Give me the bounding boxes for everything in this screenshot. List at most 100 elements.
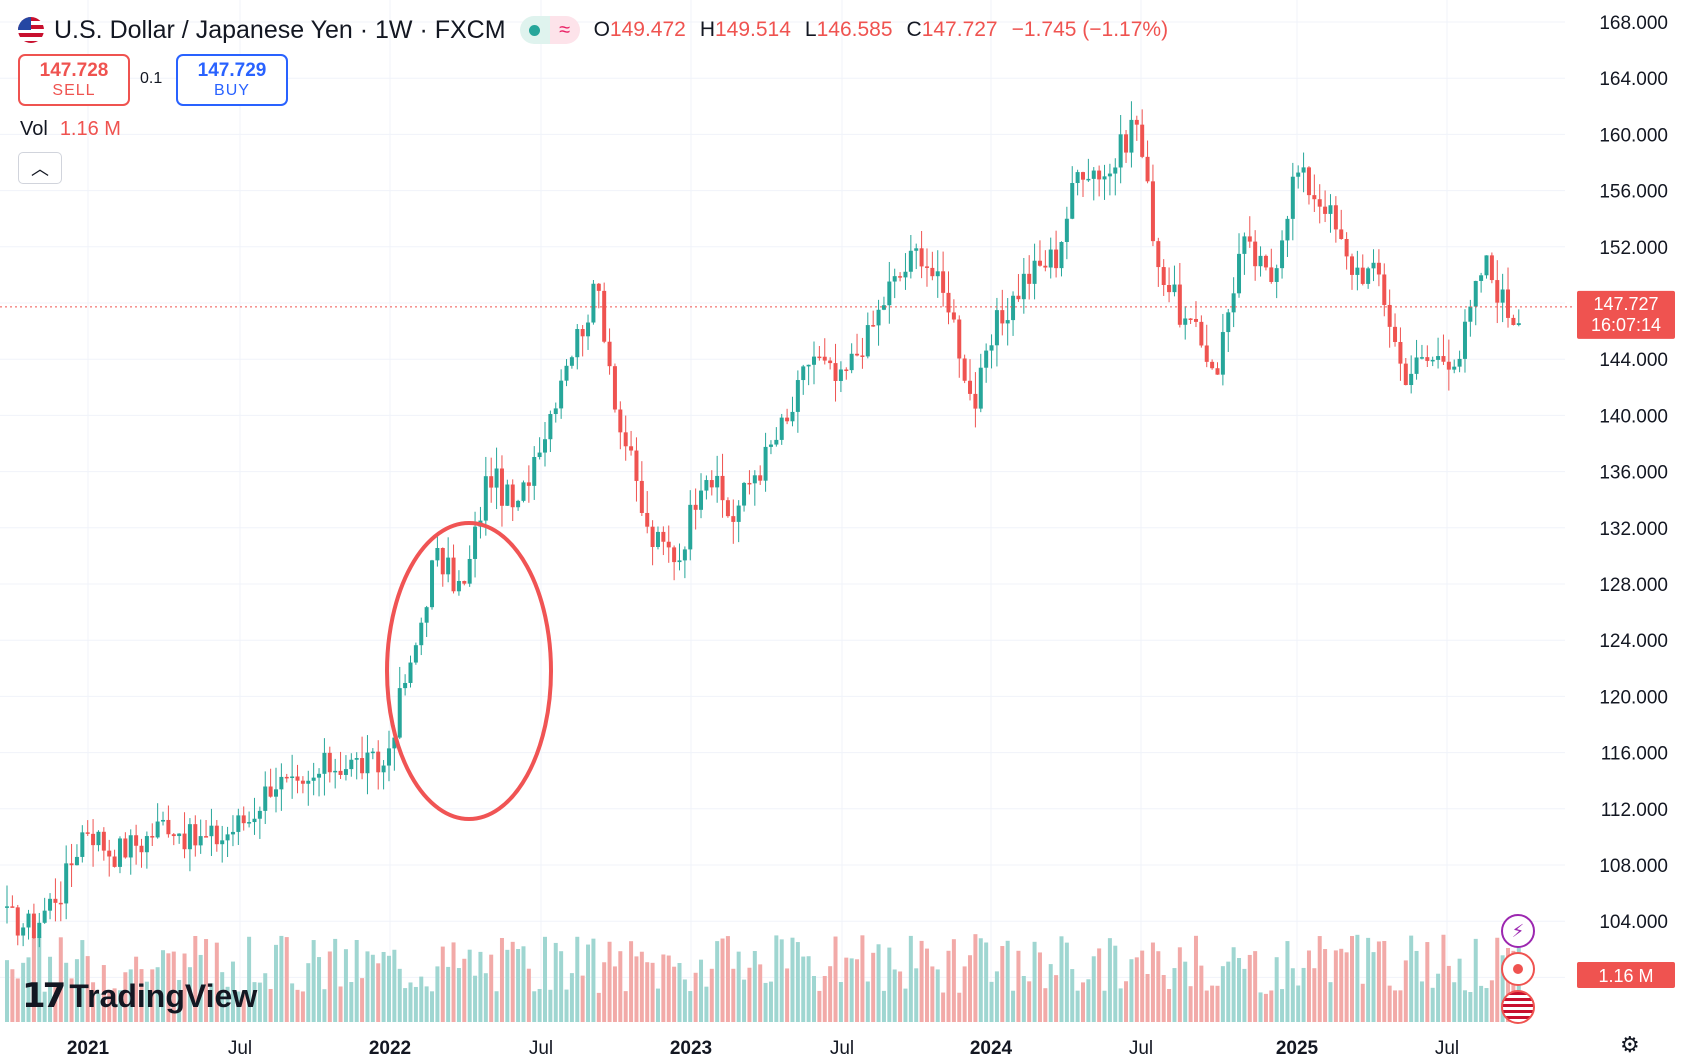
volume-bar	[1350, 936, 1354, 1022]
volume-bar	[521, 946, 526, 1022]
candle-body	[1290, 176, 1295, 219]
volume-bar	[1140, 950, 1145, 1022]
symbol-header: U.S. Dollar / Japanese Yen · 1W · FXCM ≈…	[18, 14, 1168, 46]
volume-bar	[1355, 934, 1360, 1022]
volume-bar	[1021, 975, 1026, 1022]
volume-bar	[177, 979, 182, 1022]
volume-bar	[117, 990, 122, 1022]
volume-bar	[1484, 988, 1489, 1022]
candle-body	[473, 526, 478, 559]
volume-bar	[629, 941, 634, 1022]
volume-bar	[37, 936, 42, 1022]
volume-bar	[230, 961, 235, 1022]
volume-bar	[397, 968, 402, 1022]
volume-bar	[96, 993, 101, 1022]
volume-bar	[155, 967, 160, 1022]
volume-bar	[1457, 958, 1462, 1022]
record-icon[interactable]	[1501, 952, 1535, 986]
candle-body	[860, 355, 865, 357]
volume-bar	[1199, 965, 1204, 1022]
volume-bar	[984, 942, 989, 1022]
candle-body	[451, 557, 456, 592]
volume-bar	[1064, 942, 1069, 1022]
candle-body	[892, 276, 897, 282]
candle-body	[1258, 255, 1263, 267]
sell-button[interactable]: 147.728 SELL	[18, 54, 130, 106]
volume-bar	[107, 991, 112, 1022]
volume-bar	[828, 966, 833, 1022]
candle-body	[204, 836, 209, 838]
candle-body	[193, 824, 198, 846]
price-tick-label: 108.000	[1599, 856, 1668, 877]
candle-body	[413, 645, 418, 663]
volume-bar	[1344, 952, 1349, 1022]
volume-legend[interactable]: Vol 1.16 M	[20, 118, 121, 141]
candle-body	[1489, 255, 1494, 281]
candle-body	[903, 271, 908, 278]
candle-body	[758, 475, 763, 481]
volume-bar	[333, 938, 338, 1022]
volume-bar	[1419, 981, 1424, 1022]
volume-bar	[742, 979, 747, 1022]
volume-bar	[462, 958, 467, 1022]
price-tick-label: 116.000	[1601, 744, 1668, 765]
collapse-button[interactable]: ︿	[18, 152, 62, 184]
volume-label: Vol	[20, 118, 48, 140]
volume-bar	[795, 942, 800, 1022]
candle-body	[177, 833, 182, 837]
candle-body	[962, 358, 967, 381]
candle-body	[779, 417, 784, 440]
candle-body	[430, 560, 435, 608]
candle-body	[1156, 241, 1161, 268]
candle-body	[941, 271, 946, 293]
volume-bar	[1430, 987, 1435, 1022]
us-flag-icon[interactable]	[1501, 990, 1535, 1024]
volume-bar	[386, 955, 391, 1022]
volume-bar	[1043, 988, 1048, 1022]
candle-body	[284, 776, 289, 779]
candle-body	[376, 751, 381, 773]
candle-body	[580, 329, 585, 337]
settings-icon[interactable]: ⚙	[1620, 1032, 1640, 1057]
sell-label: SELL	[52, 82, 96, 99]
lightning-icon[interactable]: ⚡	[1501, 914, 1535, 948]
volume-bar	[467, 949, 472, 1022]
price-tick-label: 132.000	[1599, 519, 1668, 540]
volume-bar	[973, 934, 978, 1022]
volume-bar	[413, 986, 418, 1022]
volume-bar	[166, 953, 171, 1022]
volume-bar	[1000, 946, 1005, 1022]
candle-body	[1107, 173, 1112, 177]
candle-body	[951, 312, 956, 320]
symbol-title[interactable]: U.S. Dollar / Japanese Yen · 1W · FXCM	[54, 15, 506, 44]
buy-button[interactable]: 147.729 BUY	[176, 54, 288, 106]
candle-body	[1011, 295, 1016, 321]
candle-body	[462, 580, 467, 584]
candle-body	[64, 863, 69, 904]
volume-bar	[284, 937, 289, 1022]
candle-body	[1333, 205, 1338, 230]
volume-bar	[951, 939, 956, 1022]
price-tick-label: 128.000	[1599, 575, 1668, 596]
candle-body	[822, 356, 827, 361]
volume-bar	[85, 956, 90, 1022]
volume-bar	[688, 991, 693, 1022]
candle-body	[957, 319, 962, 359]
buy-price: 147.729	[197, 60, 267, 81]
candle-body	[1371, 262, 1376, 269]
candle-body	[91, 833, 96, 846]
volume-bar	[1193, 935, 1198, 1022]
candle-body	[424, 607, 429, 623]
volume-bar	[161, 950, 166, 1022]
candle-body	[1005, 320, 1010, 324]
market-status[interactable]: ≈	[519, 16, 580, 44]
tradingview-logo[interactable]: 𝟭𝟳 TradingView	[22, 976, 257, 1016]
candle-body	[1210, 361, 1215, 369]
volume-bar	[919, 940, 924, 1022]
open-value: 149.472	[609, 18, 686, 41]
candle-body	[1048, 249, 1053, 268]
candle-body	[731, 516, 736, 522]
candle-body	[1059, 242, 1064, 269]
candle-body	[1220, 332, 1225, 375]
